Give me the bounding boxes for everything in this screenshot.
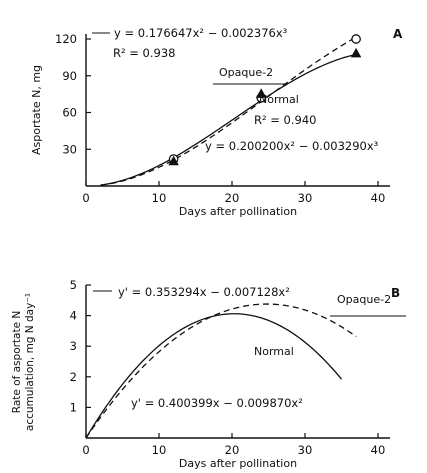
panel-a-r2-normal: R² = 0.940 [254,113,316,127]
x-tick-label: 30 [298,443,313,457]
panel-a-legend-normal: Normal [259,93,299,106]
y-tick-label: 90 [62,69,77,83]
x-tick-label: 0 [82,191,89,205]
panel-b-letter: B [391,286,400,300]
x-tick-label: 20 [225,191,240,205]
y-tick-label: 120 [55,32,77,46]
panel-a-x-ticks: 0 10 20 30 40 [82,181,385,205]
y-tick-label: 2 [70,370,77,384]
y-tick-label: 3 [70,339,77,353]
marker-triangle [350,47,362,58]
x-tick-label: 10 [152,191,167,205]
x-tick-label: 20 [225,443,240,457]
y-tick-label: 5 [70,278,77,292]
panel-a-series-opaque2-line [100,36,357,186]
panel-b-eq-normal: y' = 0.400399x − 0.009870x² [131,396,303,410]
x-tick-label: 0 [82,443,89,457]
panel-a-letter: A [393,27,403,41]
panel-b-x-ticks: 0 10 20 30 40 [82,433,385,457]
marker-circle [351,34,361,44]
y-tick-label: 30 [62,142,77,156]
x-tick-label: 30 [298,191,313,205]
x-tick-label: 40 [371,443,386,457]
panel-a-eq-normal: y = 0.200200x² − 0.003290x³ [205,139,379,153]
x-tick-label: 40 [371,191,386,205]
panel-b-series-normal-line [85,313,342,439]
panel-b-eq-opaque2: y' = 0.353294x − 0.007128x² [118,285,290,299]
panel-b-series-opaque2-line [85,303,357,439]
panel-b-x-axis-label: Days after pollination [179,457,297,470]
x-tick-label: 10 [152,443,167,457]
panel-a-series-normal-line [100,53,357,186]
panel-a: A 0 10 20 30 40 30 60 90 120 Days after pollina… [30,26,403,218]
panel-b-legend-opaque2: Opaque-2 [337,293,391,306]
y-tick-label: 4 [70,309,77,323]
panel-a-r2-opaque2: R² = 0.938 [113,46,175,60]
y-tick-label: 1 [70,400,77,414]
marker-triangle [255,88,267,98]
panel-a-x-axis-label: Days after pollination [179,205,297,218]
panel-a-legend-opaque2: Opaque-2 [219,66,273,79]
panel-a-y-axis-label: Asportate N, mg [30,65,43,155]
panel-b: B 0 10 20 30 40 1 2 3 4 5 Days after pollination… [11,278,406,470]
panel-b-y-ticks: 1 2 3 4 5 [70,278,91,414]
panel-b-y-axis-label-line2: accumulation, mg N day⁻¹ [24,293,36,431]
panel-a-eq-opaque2: y = 0.176647x² − 0.002376x³ [114,26,288,40]
y-tick-label: 60 [62,106,77,120]
panel-a-markers [168,34,362,166]
panel-b-legend-normal: Normal [254,345,294,358]
marker-triangle [168,155,179,166]
panel-b-y-axis-label-line1: Rate of asportate N [11,311,23,414]
panel-a-y-ticks: 30 60 90 120 [55,32,91,156]
